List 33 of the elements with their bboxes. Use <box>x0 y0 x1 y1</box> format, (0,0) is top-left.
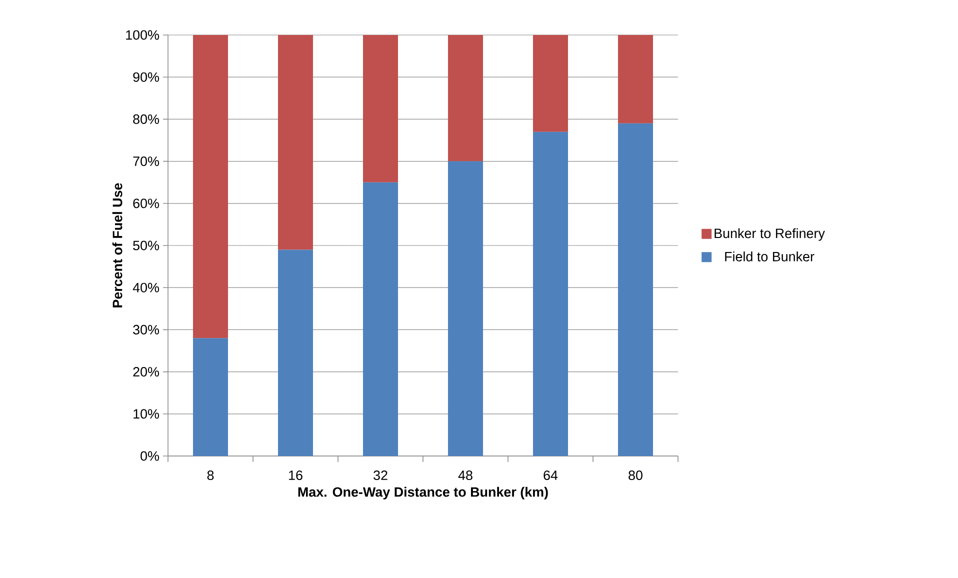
y-tick-label: 90% <box>133 72 159 82</box>
y-tick-label: 10% <box>134 409 159 419</box>
x-tick-label: 32 <box>374 470 388 480</box>
x-tick-label: 48 <box>458 470 472 480</box>
y-tick-label: 40% <box>132 282 159 292</box>
bar <box>533 34 568 132</box>
y-tick-label: 20% <box>133 367 159 377</box>
y-tick-label: 60% <box>133 198 159 208</box>
bar <box>193 34 228 338</box>
x-tick-label: 64 <box>544 470 558 480</box>
bar <box>448 34 484 162</box>
bar <box>448 161 484 456</box>
y-tick-label: 30% <box>133 324 159 334</box>
bar <box>193 338 228 456</box>
x-tick-label: 80 <box>628 470 642 480</box>
x-tick-label: 16 <box>289 470 302 480</box>
y-tick-label: 70% <box>133 156 159 166</box>
bar <box>618 123 654 456</box>
y-axis-title: Percent of Fuel Use <box>112 183 122 308</box>
bar <box>278 34 313 250</box>
x-tick-label: 8 <box>207 470 214 480</box>
y-tick-label: 50% <box>133 240 159 250</box>
legend-label: Field to Bunker <box>725 251 814 262</box>
x-axis-title: Max. One-Way Distance to Bunker (km) <box>298 486 548 500</box>
y-tick-label: 100% <box>126 30 159 40</box>
bar <box>363 182 398 456</box>
legend-label: Bunker to Refinery <box>714 228 825 241</box>
y-tick-label: 0% <box>140 451 160 461</box>
bar <box>363 34 398 182</box>
bar <box>618 34 654 124</box>
bar <box>278 250 313 456</box>
y-tick-label: 80% <box>133 114 159 124</box>
bar <box>533 132 568 456</box>
